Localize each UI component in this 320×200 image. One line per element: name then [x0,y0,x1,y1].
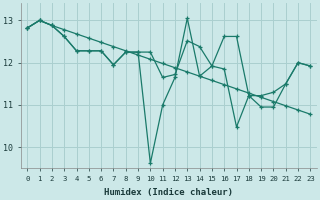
X-axis label: Humidex (Indice chaleur): Humidex (Indice chaleur) [104,188,233,197]
